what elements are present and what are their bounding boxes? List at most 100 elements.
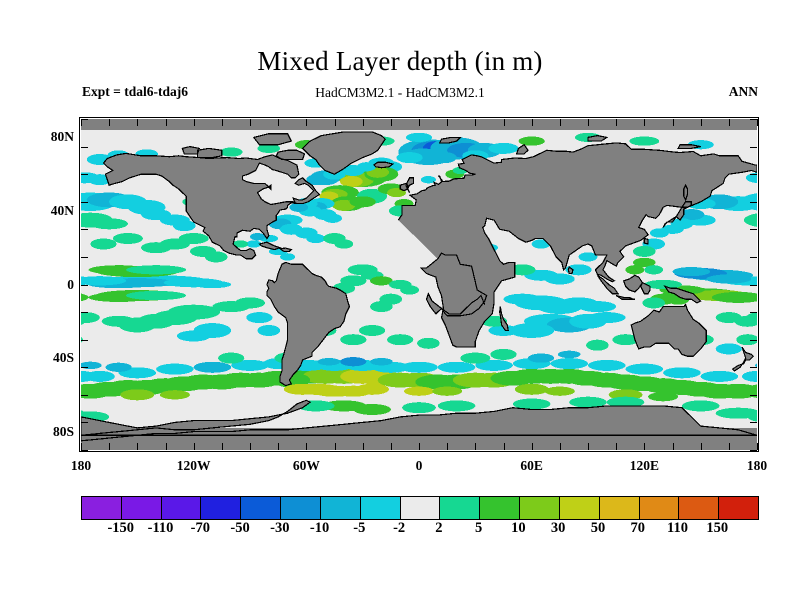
axis-tick: [81, 339, 88, 341]
anomaly-patch: [405, 132, 433, 142]
coastline: [662, 201, 692, 228]
coastline: [275, 149, 306, 161]
axis-tick: [503, 443, 505, 450]
anomaly-patch: [672, 267, 711, 277]
colorbar-tick-4: -30: [270, 520, 290, 536]
axis-tick: [81, 443, 82, 450]
coastline: [438, 136, 462, 144]
coastline: [499, 306, 509, 332]
colorbar-cell-2: [161, 497, 202, 519]
colorbar-tick-11: 30: [550, 520, 566, 536]
colorbar-tick-13: 70: [630, 520, 645, 536]
anomaly-patch: [586, 339, 609, 351]
experiment-label: Expt = tdal6-tdaj6: [82, 84, 188, 99]
x-tick-label-0: 180: [70, 458, 92, 473]
axis-tick: [750, 450, 757, 451]
anomaly-patch: [417, 337, 440, 349]
colorbar-tick-7: -2: [393, 520, 406, 536]
landmass: [276, 150, 305, 160]
anomaly-patch: [400, 361, 438, 373]
anomaly-patch: [126, 265, 187, 275]
anomaly-patch: [334, 239, 354, 249]
axis-tick: [700, 119, 702, 126]
anomaly-patch: [233, 240, 249, 248]
anomaly-patch: [490, 348, 517, 360]
axis-tick: [81, 146, 88, 148]
landmass: [253, 133, 292, 145]
y-tick-label-3: 40S: [52, 350, 74, 366]
x-tick-label-6: 180: [746, 458, 768, 473]
coastline: [567, 266, 574, 275]
axis-tick: [750, 367, 757, 369]
anomaly-patch: [544, 273, 575, 285]
anomaly-patch: [715, 383, 757, 399]
axis-tick: [81, 450, 88, 451]
anomaly-patch: [437, 361, 476, 373]
anomaly-patch: [514, 383, 549, 395]
anomaly-patch: [219, 147, 243, 157]
axis-tick: [165, 443, 167, 450]
anomaly-patch: [434, 152, 457, 164]
anomaly-patch: [90, 238, 117, 250]
colorbar-cell-11: [520, 497, 560, 519]
axis-tick: [757, 443, 758, 450]
axis-tick: [306, 119, 308, 126]
anomaly-patch: [355, 383, 389, 395]
colorbar-cell-14: [639, 497, 680, 519]
axis-tick: [447, 119, 449, 126]
anomaly-patch: [257, 143, 281, 153]
axis-tick: [750, 312, 757, 314]
anomaly-patch: [120, 389, 155, 401]
anomaly-patch: [84, 370, 115, 382]
axis-tick: [81, 256, 88, 258]
anomaly-patch: [633, 257, 656, 267]
y-tick-label-4: 80S: [52, 423, 74, 439]
anomaly-patch: [332, 199, 356, 211]
anomaly-patch: [711, 291, 757, 303]
coastline: [663, 285, 702, 304]
coastline: [258, 241, 282, 251]
anomaly-patch: [633, 245, 656, 257]
anomaly-patch: [204, 251, 228, 263]
colorbar-cell-7: [360, 497, 401, 519]
colorbar-cell-6: [320, 497, 361, 519]
anomaly-patch: [387, 188, 406, 198]
anomaly-patch: [81, 361, 102, 370]
coastline: [615, 294, 635, 300]
anomaly-patch: [612, 334, 639, 346]
anomaly-patch: [218, 352, 245, 364]
axis-tick: [750, 229, 757, 231]
coastline: [587, 134, 609, 142]
anomaly-patch: [246, 312, 273, 324]
anomaly-patch: [250, 233, 265, 241]
anomaly-patch: [678, 209, 705, 221]
colorbar-tick-8: 2: [435, 520, 443, 536]
axis-tick: [750, 174, 757, 176]
axis-tick: [475, 119, 477, 126]
axis-tick: [750, 146, 757, 148]
anomaly-patch: [700, 370, 739, 382]
axis-tick: [306, 443, 308, 450]
anomaly-patch: [370, 276, 393, 286]
landmass: [259, 242, 280, 250]
y-tick-label-1: 40N: [50, 202, 74, 218]
axis-tick: [728, 443, 730, 450]
axis-tick: [616, 443, 618, 450]
colorbar-tick-6: -5: [353, 520, 366, 536]
axis-tick: [750, 119, 757, 120]
axis-tick: [278, 119, 280, 126]
anomaly-patch: [557, 350, 581, 359]
axis-tick: [193, 443, 195, 450]
anomaly-patch: [193, 280, 232, 289]
axis-tick: [419, 443, 420, 450]
anomaly-patch: [644, 265, 664, 275]
axis-tick: [250, 119, 251, 126]
coastline: [677, 144, 701, 149]
anomaly-patch: [706, 274, 752, 284]
anomaly-patch: [317, 358, 341, 366]
anomaly-patch: [340, 357, 367, 367]
x-tick-label-3: 0: [415, 458, 423, 473]
axis-tick: [559, 443, 561, 450]
anomaly-patch: [176, 330, 211, 342]
anomaly-patch: [578, 252, 598, 262]
